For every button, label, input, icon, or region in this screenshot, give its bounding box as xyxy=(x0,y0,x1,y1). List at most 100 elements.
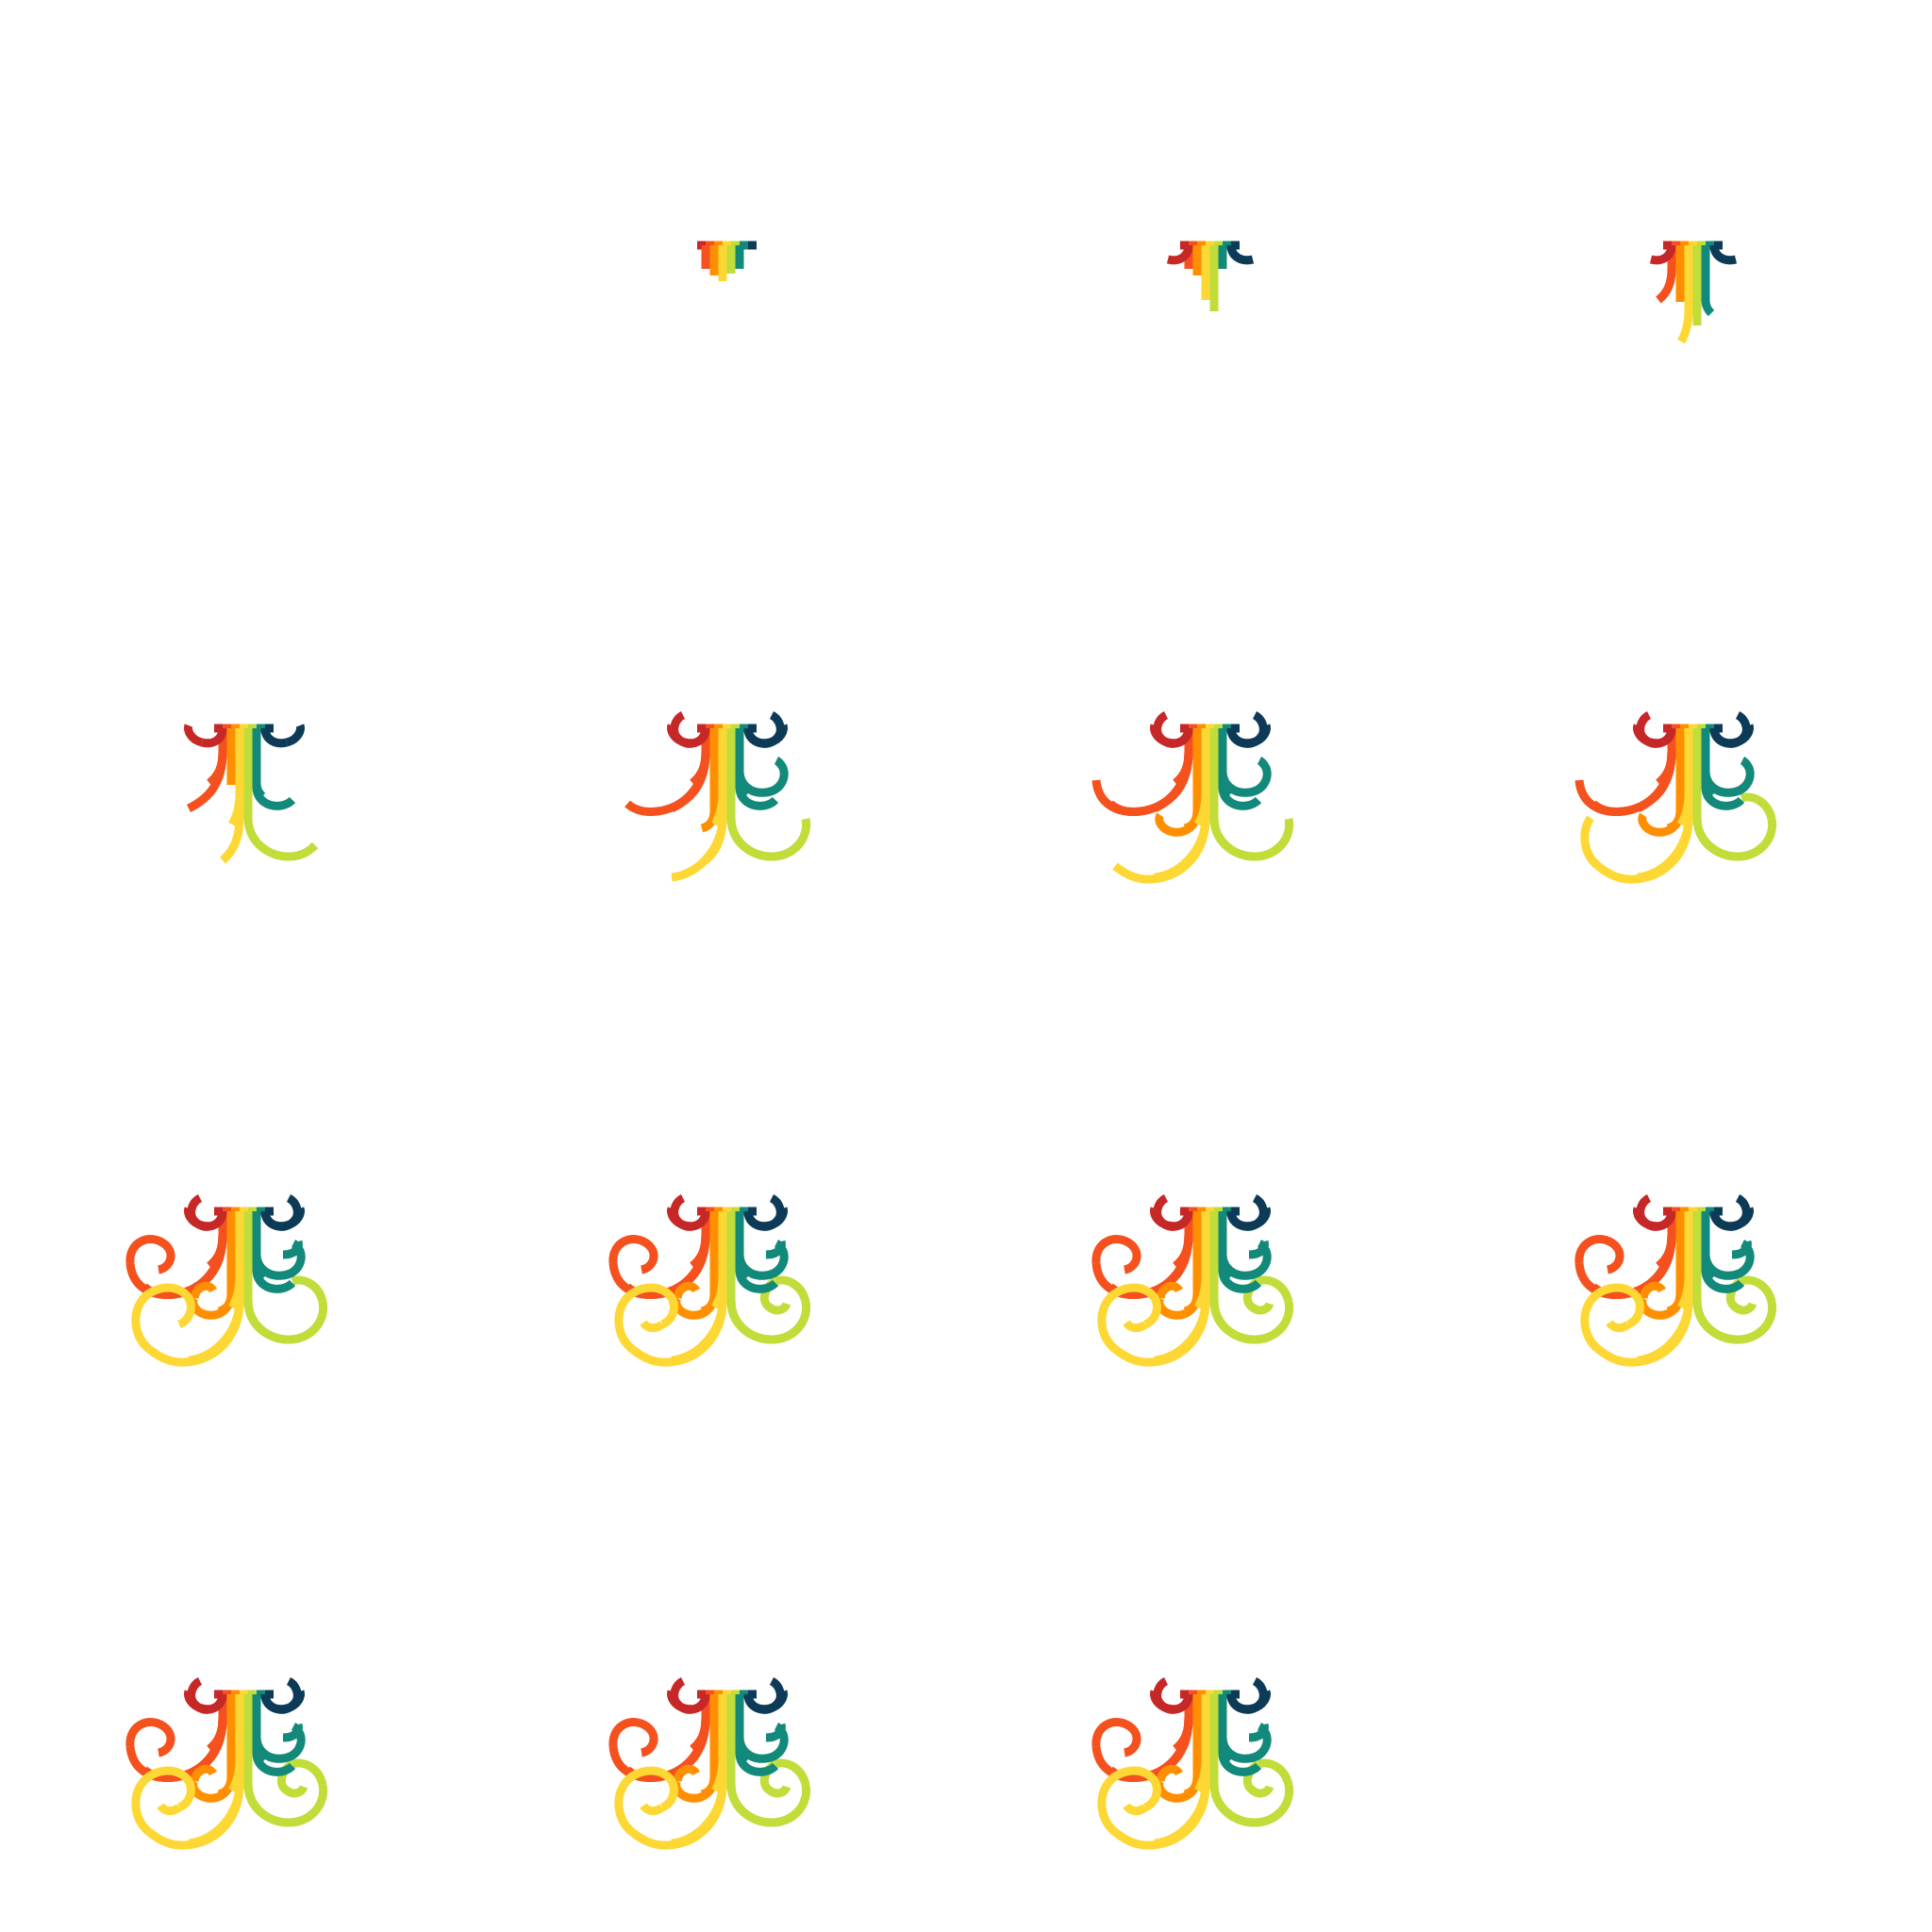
tentacle-stroke xyxy=(243,1240,328,1344)
tentacle-stroke xyxy=(700,758,719,833)
tentacle-stroke xyxy=(285,724,305,747)
animation-frame xyxy=(1091,710,1294,884)
animation-frame xyxy=(184,724,319,864)
tentacle-stroke xyxy=(1209,1240,1294,1344)
tentacle-stroke xyxy=(1636,710,1676,748)
tentacle-stroke xyxy=(774,1275,810,1304)
tentacle-stroke xyxy=(1218,1235,1262,1293)
tentacle-stroke xyxy=(608,1235,658,1274)
tentacle-stroke xyxy=(1226,710,1268,748)
tentacle-stroke xyxy=(1153,1193,1193,1231)
tentacle-stroke xyxy=(673,1764,701,1783)
tentacle-stroke xyxy=(243,757,319,861)
tentacle-stroke xyxy=(131,1781,153,1836)
tentacle-stroke xyxy=(1580,1298,1602,1353)
tentacle-stroke xyxy=(1692,757,1777,861)
tentacle-stroke xyxy=(743,1193,785,1231)
tentacle-stroke xyxy=(1248,1240,1269,1259)
tentacle-stroke xyxy=(726,1240,811,1344)
tentacle-stroke xyxy=(1091,1717,1193,1782)
tentacle-stroke xyxy=(1574,751,1676,816)
tentacle-stroke xyxy=(1209,757,1294,861)
tentacle-stroke xyxy=(1226,1193,1268,1231)
tentacle-stroke xyxy=(1248,1723,1269,1742)
tentacle-stroke xyxy=(743,710,785,748)
tentacle-stroke xyxy=(1677,281,1693,344)
tentacle-stroke xyxy=(726,757,811,861)
tentacle-stroke xyxy=(1709,1193,1751,1231)
tentacle-stroke xyxy=(670,1676,710,1714)
tentacle-stroke xyxy=(146,1730,244,1850)
tentacle-stroke xyxy=(621,1283,678,1329)
tentacle-stroke xyxy=(1218,1718,1262,1776)
animation-frame xyxy=(125,1193,328,1367)
tentacle-stroke xyxy=(1580,815,1602,870)
tentacle-stroke xyxy=(291,1275,327,1304)
tentacle-stroke xyxy=(282,1723,303,1742)
tentacle-stroke xyxy=(621,1766,678,1812)
tentacle-stroke xyxy=(1218,752,1272,797)
tentacle-stroke xyxy=(186,751,227,813)
tentacle-stroke xyxy=(1097,1781,1119,1836)
tentacle-stroke xyxy=(1709,710,1751,748)
tentacle-stroke xyxy=(252,1235,296,1293)
tentacle-stroke xyxy=(1097,1298,1119,1353)
tentacle-stroke xyxy=(1606,1320,1631,1333)
tentacle-stroke xyxy=(608,1234,710,1299)
tentacle-stroke xyxy=(252,1718,296,1776)
tentacle-stroke xyxy=(765,1240,786,1259)
tentacle-stroke xyxy=(735,1718,779,1776)
animation-frame xyxy=(1574,710,1777,884)
tentacle-stroke xyxy=(260,727,289,748)
tentacle-stroke xyxy=(260,1193,302,1231)
tentacle-stroke xyxy=(1636,1193,1676,1231)
tentacle-stroke xyxy=(1112,1247,1210,1367)
tentacle-stroke xyxy=(187,1676,227,1714)
tentacle-stroke xyxy=(1091,1234,1193,1299)
tentacle-stroke xyxy=(243,1723,328,1827)
tentacle-stroke xyxy=(640,1803,665,1816)
animation-frame xyxy=(625,710,811,882)
tentacle-stroke xyxy=(625,751,710,816)
tentacle-stroke xyxy=(190,1281,218,1300)
tentacle-stroke xyxy=(1740,1275,1776,1304)
animation-frame xyxy=(697,241,757,281)
tentacle-stroke xyxy=(1104,1766,1161,1812)
tentacle-stroke xyxy=(1574,1235,1624,1274)
tentacle-stroke xyxy=(1112,764,1210,884)
tentacle-stroke xyxy=(219,764,244,864)
tentacle-stroke xyxy=(743,1676,785,1714)
tentacle-stroke xyxy=(1123,1320,1148,1333)
tentacle-stroke xyxy=(1701,269,1715,317)
tentacle-stroke xyxy=(726,1723,811,1827)
tentacle-stroke xyxy=(1638,758,1685,837)
tentacle-stroke xyxy=(671,764,727,882)
tentacle-stroke xyxy=(608,1717,710,1782)
animation-frame xyxy=(1091,1193,1294,1367)
tentacle-stroke xyxy=(670,1193,710,1231)
tentacle-stroke xyxy=(260,1676,302,1714)
tentacle-stroke xyxy=(125,1235,175,1274)
tentacle-stroke xyxy=(1209,1723,1294,1827)
tentacle-stroke xyxy=(735,1235,779,1293)
tentacle-stroke xyxy=(670,710,710,748)
tentacle-stroke xyxy=(640,1320,665,1333)
tentacle-stroke xyxy=(614,1781,636,1836)
tentacle-stroke xyxy=(1656,268,1676,304)
animation-frame xyxy=(1574,1193,1777,1367)
tentacle-stroke xyxy=(608,1718,658,1757)
tentacle-stroke xyxy=(184,724,204,747)
tentacle-stroke xyxy=(1226,244,1255,265)
tentacle-stroke xyxy=(187,1193,227,1231)
tentacle-stroke xyxy=(1226,1676,1268,1714)
tentacle-stroke xyxy=(1112,1730,1210,1850)
tentacle-stroke xyxy=(125,1718,175,1757)
tentacle-stroke xyxy=(131,1298,153,1353)
tentacle-stroke xyxy=(1091,751,1193,816)
tentacle-stroke xyxy=(1740,792,1776,821)
tentacle-stroke xyxy=(673,1281,701,1300)
tentacle-stroke xyxy=(1701,752,1745,810)
tentacle-stroke xyxy=(291,1758,327,1787)
tentacle-stroke xyxy=(629,1247,727,1367)
